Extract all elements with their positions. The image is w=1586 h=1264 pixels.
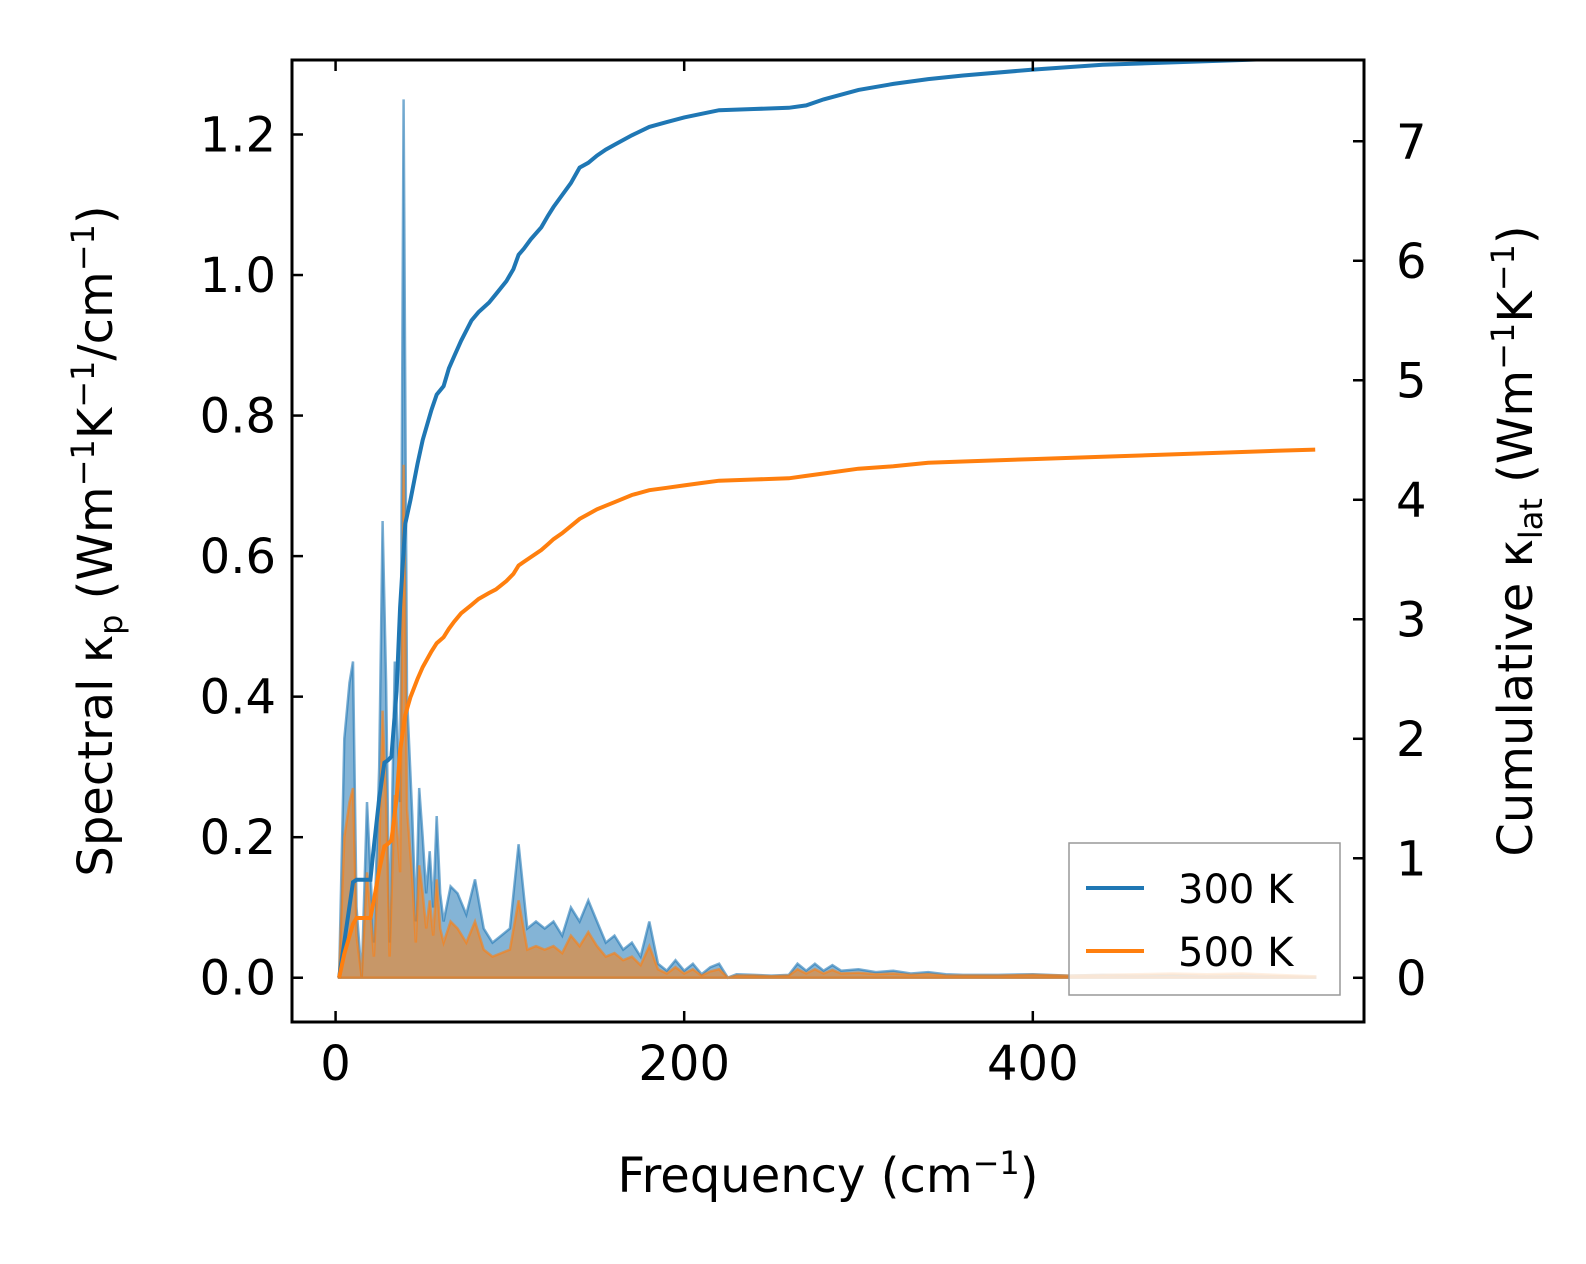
x-tick-label: 200 [638, 1036, 730, 1092]
y-right-tick-label: 7 [1396, 114, 1427, 170]
y-right-tick-label: 5 [1396, 353, 1427, 409]
cumulative-line-300k [337, 60, 1316, 979]
y-left-tick-label: 0.4 [200, 670, 276, 726]
y-axis-right-title: Cumulative κlat (Wm−1K−1) [1484, 225, 1550, 856]
spectral-area-500k [337, 464, 1317, 980]
y-left-tick-label: 0.8 [200, 389, 276, 445]
legend-label-300k: 300 K [1178, 867, 1295, 913]
y-left-tick-label: 1.0 [200, 248, 276, 304]
x-axis-title: Frequency (cm−1) [617, 1144, 1038, 1204]
y-left-tick-label: 1.2 [200, 107, 276, 163]
x-tick-label: 0 [320, 1036, 351, 1092]
y-right-tick-label: 4 [1396, 473, 1427, 529]
y-axis-left-title: Spectral κp (Wm−1K−1/cm−1) [64, 205, 130, 876]
y-left-tick-label: 0.0 [200, 951, 276, 1007]
y-left-tick-label: 0.2 [200, 810, 276, 866]
y-left-tick-label: 0.6 [200, 529, 276, 585]
y-right-tick-label: 6 [1396, 234, 1427, 290]
cumulative-lines [337, 60, 1316, 979]
y-right-tick-label: 2 [1396, 712, 1427, 768]
y-right-tick-label: 0 [1396, 951, 1427, 1007]
legend-label-500k: 500 K [1178, 930, 1295, 976]
x-tick-label: 400 [987, 1036, 1079, 1092]
legend-box [1068, 842, 1341, 996]
legend: 300 K 500 K [1068, 842, 1341, 996]
y-right-tick-label: 3 [1396, 592, 1427, 648]
axis-ticks: 0 200 400 0.0 0.2 0.4 0.6 0.8 1.0 1.2 0 1 2 3 4 5 6 7 [200, 60, 1427, 1092]
cumulative-line-500k [337, 447, 1316, 979]
y-right-tick-label: 1 [1396, 831, 1427, 887]
plot-frame [290, 58, 1366, 1024]
spectral-areas [337, 99, 1317, 980]
